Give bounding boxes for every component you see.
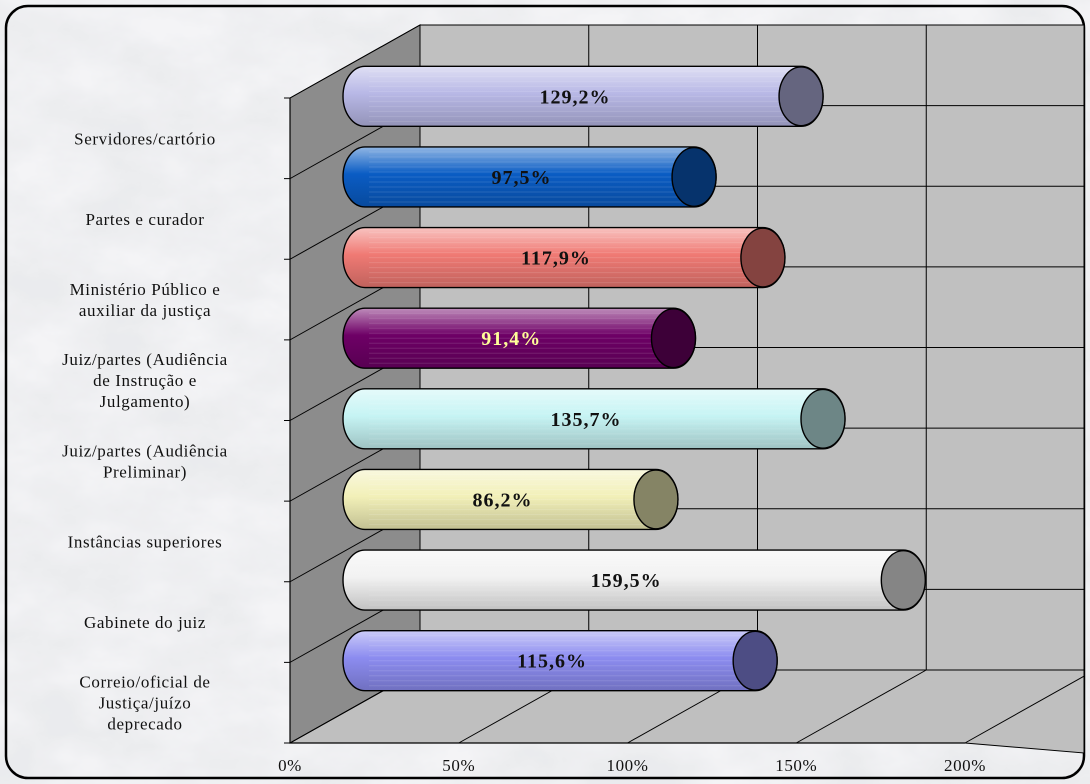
bar-end-cap	[880, 549, 927, 611]
category-label-line: deprecado	[107, 715, 182, 734]
bar-end-cap	[740, 227, 786, 288]
category-label-line: Ministério Público e	[70, 280, 221, 299]
category-label-line: Preliminar)	[103, 462, 187, 481]
x-tick-label: 50%	[442, 756, 475, 775]
category-label: Ministério Público e auxiliar da justiça	[70, 280, 221, 320]
category-label: Servidores/cartório	[74, 129, 216, 148]
category-label-line: Juiz/partes (Audiência	[62, 350, 228, 369]
category-label-line: Servidores/cartório	[74, 129, 216, 148]
category-label: Correio/oficial de Justiça/juízo deprecado	[79, 673, 210, 734]
bar-end-cap	[671, 146, 717, 208]
x-tick-label: 150%	[775, 756, 817, 775]
category-label: Juiz/partes (Audiência Preliminar)	[62, 441, 228, 481]
x-tick-label: 0%	[278, 756, 302, 775]
floor-gridline	[964, 675, 1085, 744]
bar-end-cap	[732, 630, 778, 691]
category-label-line: Partes e curador	[85, 210, 204, 229]
bar-end-cap	[650, 308, 697, 369]
category-label-line: auxiliar da justiça	[79, 301, 211, 320]
data-label: 117,9%	[521, 248, 591, 270]
x-tick-label: 100%	[606, 756, 648, 775]
category-label: Juiz/partes (Audiência de Instrução e Julg…	[62, 350, 228, 411]
floor-gridline	[796, 669, 927, 744]
category-label: Partes e curador	[85, 210, 204, 229]
x-tick-label: 200%	[944, 756, 986, 775]
data-label: 135,7%	[550, 409, 621, 431]
bar-end-cap	[633, 469, 679, 530]
category-label-line: Gabinete do juiz	[84, 613, 206, 632]
data-label: 97,5%	[492, 167, 552, 189]
category-label: Gabinete do juiz	[84, 613, 206, 632]
data-label: 159,5%	[591, 570, 662, 592]
side-gridline	[289, 24, 421, 99]
category-label-line: Julgamento)	[100, 392, 191, 411]
data-label: 129,2%	[540, 86, 611, 108]
bar-end-cap	[800, 388, 846, 449]
category-label-line: Correio/oficial de	[79, 673, 210, 692]
category-label-line: Instâncias superiores	[68, 532, 223, 551]
category-label-line: Justiça/juízo	[99, 694, 192, 713]
bar-end-cap	[778, 66, 824, 127]
category-label-line: Juiz/partes (Audiência	[62, 441, 228, 460]
category-label: Instâncias superiores	[68, 532, 223, 551]
data-label: 91,4%	[481, 328, 541, 350]
category-label-line: de Instrução e	[93, 371, 197, 390]
data-label: 115,6%	[517, 651, 587, 673]
data-label: 86,2%	[472, 489, 532, 511]
